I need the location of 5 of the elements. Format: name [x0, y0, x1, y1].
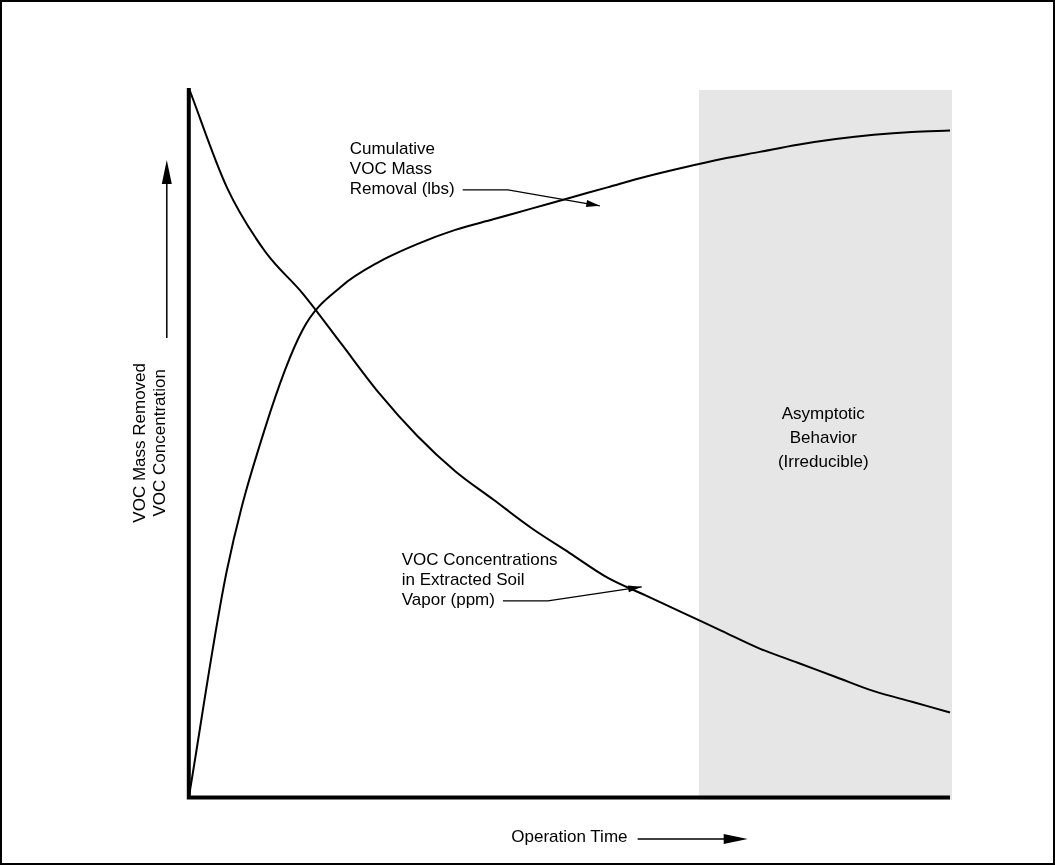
annotation: Asymptotic Behavior (Irreducible) [777, 403, 869, 471]
x-axis-title: Operation Time [511, 827, 628, 847]
annotation: Cumulative VOC Mass Removal (lbs) [349, 138, 455, 198]
annotation: VOC Concentrations in Extracted Soil Vapor (ppm) [401, 550, 558, 610]
y-axis-title: VOC Mass Removed VOC Concentration [129, 362, 170, 523]
